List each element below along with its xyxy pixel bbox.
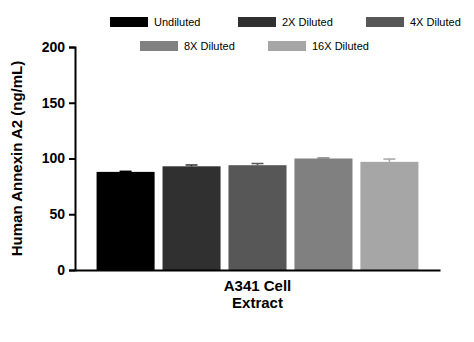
x-tick-label: A341 CellExtract bbox=[224, 277, 292, 311]
plot-area bbox=[97, 158, 419, 270]
error-bar bbox=[252, 164, 264, 166]
bar bbox=[228, 165, 286, 270]
y-tick-mark bbox=[69, 158, 75, 160]
error-bar bbox=[186, 165, 198, 166]
error-cap bbox=[317, 157, 329, 159]
legend-label: Undiluted bbox=[154, 16, 200, 28]
legend-label: 2X Diluted bbox=[282, 16, 333, 28]
legend-swatch bbox=[110, 17, 148, 27]
error-bar bbox=[120, 171, 132, 173]
error-bar bbox=[317, 157, 329, 159]
legend: Undiluted 2X Diluted 4X Diluted 8X Diluted 1… bbox=[110, 16, 461, 52]
x-tick-label-line: A341 Cell bbox=[224, 277, 292, 294]
legend-label: 16X Diluted bbox=[312, 40, 369, 52]
y-tick-mark bbox=[69, 47, 75, 49]
y-tick: 50 bbox=[49, 206, 75, 222]
y-tick: 0 bbox=[57, 262, 75, 278]
error-cap bbox=[383, 158, 395, 160]
x-axis-line bbox=[76, 270, 441, 272]
y-tick-label: 200 bbox=[42, 39, 66, 55]
legend-label: 8X Diluted bbox=[184, 40, 235, 52]
legend-swatch bbox=[366, 17, 404, 27]
legend-swatch bbox=[140, 41, 178, 51]
y-axis-title: Human Annexin A2 (ng/mL) bbox=[8, 61, 25, 257]
error-bar bbox=[383, 159, 395, 162]
error-cap bbox=[186, 164, 198, 166]
legend-swatch bbox=[238, 17, 276, 27]
legend-item: 4X Diluted bbox=[366, 16, 461, 28]
legend-swatch bbox=[268, 41, 306, 51]
error-cap bbox=[252, 163, 264, 165]
y-tick-mark bbox=[69, 214, 75, 216]
y-tick-label: 150 bbox=[42, 95, 66, 111]
y-tick: 150 bbox=[42, 95, 75, 111]
legend-item: 16X Diluted bbox=[268, 40, 369, 52]
y-tick-label: 0 bbox=[57, 262, 65, 278]
error-cap bbox=[120, 171, 132, 173]
y-tick-mark bbox=[69, 270, 75, 272]
chart: 0 50 100 150 200 A341 CellExtract Human Annexi… bbox=[0, 0, 474, 342]
x-tick-label-line: Extract bbox=[232, 294, 283, 311]
y-tick: 200 bbox=[42, 39, 75, 55]
y-tick-mark bbox=[69, 102, 75, 104]
bar bbox=[360, 162, 418, 270]
bar bbox=[294, 159, 352, 271]
bar bbox=[97, 172, 155, 270]
y-axis-line bbox=[69, 48, 76, 271]
bar bbox=[163, 166, 221, 270]
x-tick: A341 CellExtract bbox=[224, 270, 292, 311]
legend-item: 8X Diluted bbox=[140, 40, 235, 52]
y-tick-label: 100 bbox=[42, 150, 66, 166]
legend-item: Undiluted bbox=[110, 16, 200, 28]
y-axis: 0 50 100 150 200 bbox=[42, 39, 76, 278]
legend-item: 2X Diluted bbox=[238, 16, 333, 28]
y-tick: 100 bbox=[42, 150, 75, 166]
x-axis: A341 CellExtract bbox=[76, 270, 441, 311]
y-tick-label: 50 bbox=[49, 206, 65, 222]
legend-label: 4X Diluted bbox=[410, 16, 461, 28]
